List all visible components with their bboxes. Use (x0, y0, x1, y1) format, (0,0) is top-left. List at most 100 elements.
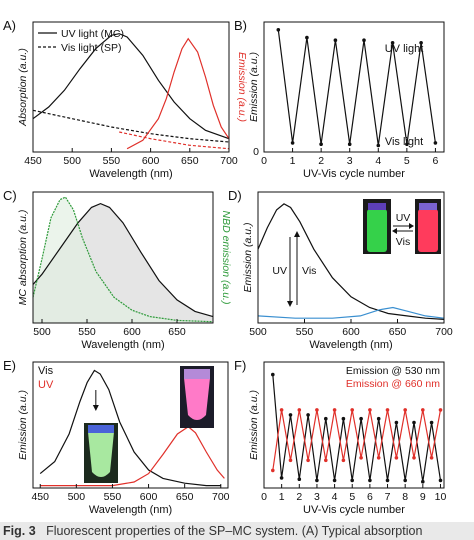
y-axis-label: Emission (a.u.) (242, 222, 254, 292)
vial-red (418, 209, 438, 252)
data-point (376, 416, 381, 421)
x-tick-label: 550 (78, 326, 96, 338)
x-tick-label: 650 (168, 326, 186, 338)
legend-label-1: Vis (38, 365, 54, 377)
data-point (412, 456, 416, 460)
inset-label-uv: UV (396, 212, 411, 224)
x-tick-label: 650 (181, 155, 199, 167)
plot-frame (32, 191, 214, 324)
data-point (394, 456, 399, 460)
x-tick-label: 700 (220, 155, 238, 167)
data-point (385, 478, 390, 483)
panel-label: A) (3, 18, 16, 33)
x-tick-label: 1 (290, 155, 296, 167)
x-tick-label: 700 (435, 326, 453, 338)
x-tick-label: 500 (33, 326, 51, 338)
x-tick-label: 5 (349, 491, 355, 503)
legend-label-2: Emission @ 660 nm (346, 378, 440, 390)
data-point (394, 420, 399, 425)
caption-label: Fig. 3 (3, 524, 36, 538)
panel-label: F) (234, 358, 246, 373)
data-point (271, 468, 275, 473)
panel-6: F) 0 1 2 3 4 5 6 7 8 9 10 UV-Vis cycle number Emissio… (234, 358, 446, 516)
data-point (306, 458, 310, 463)
data-point (376, 456, 381, 460)
panel-label: D) (228, 188, 242, 203)
data-point (319, 142, 323, 146)
vial-green (367, 209, 387, 252)
x-tick-label: 3 (347, 155, 353, 167)
data-point (368, 478, 372, 483)
x-tick-label: 8 (402, 491, 408, 503)
y-axis-label: Emission (a.u.) (248, 390, 260, 460)
data-point (305, 35, 309, 40)
data-point (347, 142, 352, 146)
x-tick-label: 4 (375, 155, 381, 167)
legend-label-2: UV (38, 379, 54, 391)
data-point (362, 38, 366, 42)
x-tick-label: 3 (314, 491, 320, 503)
x-tick-label: 450 (24, 155, 42, 167)
x-tick-label: 700 (212, 491, 230, 503)
series-line-2 (272, 409, 442, 471)
plot-frame (32, 361, 229, 489)
annotation-vis: Vis (302, 265, 316, 277)
annotation-vis: Vis light (385, 136, 423, 148)
x-tick-label: 4 (332, 491, 338, 503)
data-point (315, 408, 319, 412)
data-point (341, 458, 346, 463)
x-axis-label: UV-Vis cycle number (303, 168, 405, 180)
data-point (403, 478, 408, 483)
data-point (332, 408, 337, 412)
x-tick-label: 7 (385, 491, 391, 503)
legend-label-2: Vis light (SP) (61, 42, 122, 54)
data-point (306, 413, 310, 417)
x-tick-label: 5 (404, 155, 410, 167)
series-line-2 (40, 426, 225, 487)
x-tick-label: 600 (142, 155, 160, 167)
data-point (390, 41, 395, 45)
data-point (279, 408, 284, 412)
x-tick-label: 600 (140, 491, 158, 503)
y2-axis-label: NBD emission (a.u.) (220, 211, 232, 305)
data-point (333, 38, 338, 42)
x-tick-label: 550 (104, 491, 122, 503)
vial-red-cap (419, 203, 437, 210)
annotation-uv: UV (272, 265, 287, 277)
x-tick-label: 6 (433, 155, 439, 167)
series-line-2 (32, 196, 214, 323)
x-tick-label: 0 (261, 491, 267, 503)
y-axis-label: Emission (a.u.) (248, 52, 260, 122)
panel-label: C) (3, 188, 17, 203)
figure-caption: Fig. 3 Fluorescent properties of the SP–… (0, 522, 474, 540)
data-point (315, 478, 319, 483)
x-tick-label: 500 (68, 491, 86, 503)
x-tick-label: 550 (103, 155, 121, 167)
series-line-2 (32, 109, 230, 143)
caption-text: Fluorescent properties of the SP–MC syst… (46, 524, 423, 538)
series-line-1 (272, 374, 442, 482)
plot-frame (263, 361, 445, 489)
data-point (405, 142, 409, 146)
data-point (438, 408, 443, 412)
arrow-vis-head (92, 405, 99, 411)
y2-axis-label: Emission (a.u.) (236, 52, 248, 122)
x-tick-label: 0 (261, 155, 267, 167)
data-point (429, 420, 434, 425)
y-tick-label: 0 (253, 146, 259, 158)
series-line-3 (126, 37, 230, 150)
data-point (350, 478, 355, 483)
legend-label-1: Emission @ 530 nm (346, 365, 440, 377)
inset-arrow-right-head (409, 223, 414, 229)
area-fill-2 (33, 197, 213, 323)
data-point (290, 141, 295, 145)
panel-2: B) 0 1 2 3 4 5 6 UV-Vis cycle number Emission (a.… (234, 18, 445, 180)
data-point (276, 28, 281, 32)
photo-vial-pink (184, 378, 210, 420)
x-axis-label: Wavelength (nm) (89, 504, 172, 516)
plot-frame (32, 21, 230, 153)
photo-vial-pink-cap (184, 369, 210, 379)
series-line-1 (277, 29, 436, 146)
x-axis-label: Wavelength (nm) (81, 339, 164, 351)
